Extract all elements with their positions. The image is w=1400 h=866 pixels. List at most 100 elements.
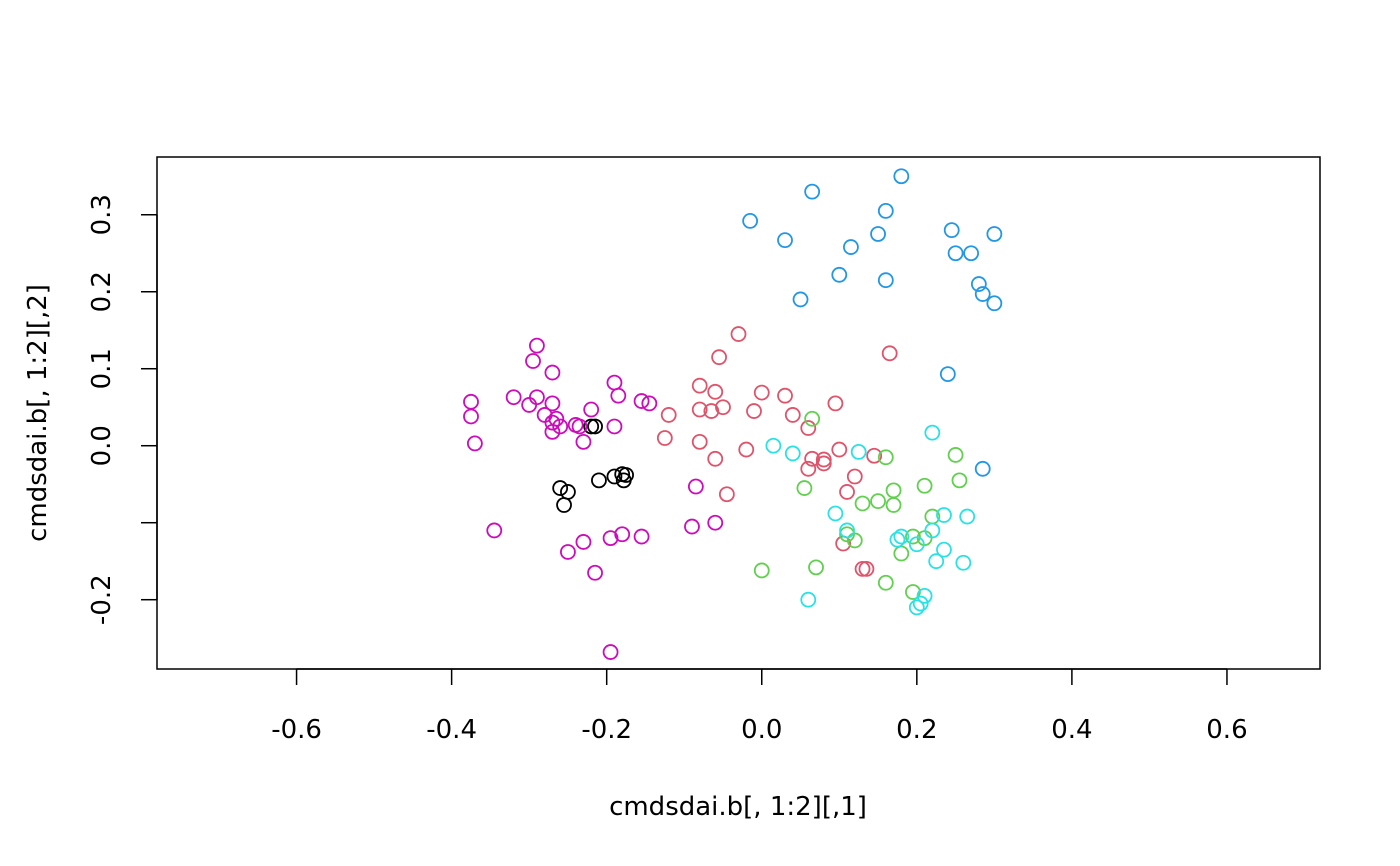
x-tick-label: -0.2 <box>581 715 632 745</box>
data-point <box>777 232 793 249</box>
data-point <box>839 522 855 539</box>
y-tick-label: 0.3 <box>87 194 117 235</box>
data-point <box>525 353 541 369</box>
data-point <box>959 508 976 525</box>
data-point <box>936 541 952 558</box>
data-point <box>707 450 724 467</box>
data-point <box>804 410 821 427</box>
point-group-6 <box>463 337 724 660</box>
data-point <box>556 497 572 513</box>
data-point <box>881 345 898 362</box>
data-point <box>893 545 910 562</box>
data-point <box>800 460 817 477</box>
data-point <box>893 168 910 185</box>
data-point <box>800 591 817 608</box>
x-tick-label: 0.6 <box>1206 715 1247 745</box>
data-point <box>986 226 1003 242</box>
data-point <box>955 554 972 571</box>
data-point <box>544 395 561 412</box>
point-group-3 <box>753 410 968 600</box>
data-point <box>947 447 964 463</box>
data-point <box>792 291 809 308</box>
data-point <box>905 584 921 600</box>
data-point <box>854 495 871 512</box>
data-point <box>633 393 650 409</box>
data-point <box>552 480 569 496</box>
data-point <box>951 472 968 489</box>
y-axis: -0.2 0.0 0.1 0.2 0.3 <box>87 194 158 625</box>
data-point <box>908 599 925 616</box>
data-point <box>916 477 933 494</box>
data-point <box>877 202 894 219</box>
data-point <box>815 451 832 468</box>
plot-frame <box>156 156 1321 670</box>
data-point <box>986 295 1003 312</box>
data-point <box>606 418 623 435</box>
data-point <box>707 514 724 531</box>
data-point <box>718 486 735 503</box>
data-point <box>742 213 759 229</box>
data-point <box>765 437 782 454</box>
data-point <box>947 245 964 262</box>
y-tick-label: -0.2 <box>87 574 117 625</box>
data-point <box>912 595 929 612</box>
data-point <box>843 239 859 255</box>
data-point <box>908 536 925 553</box>
data-point <box>691 433 708 450</box>
y-tick-label: 0.0 <box>87 425 117 466</box>
x-tick-label: -0.4 <box>426 715 477 745</box>
data-point <box>466 435 483 452</box>
x-axis-title: cmdsdai.b[, 1:2][,1] <box>609 792 867 822</box>
data-point <box>796 480 813 496</box>
data-point <box>777 387 793 404</box>
data-point <box>877 449 894 466</box>
data-point <box>815 455 832 472</box>
data-point <box>715 399 731 416</box>
data-point <box>893 528 910 545</box>
data-point <box>963 245 979 262</box>
data-points <box>463 168 1003 660</box>
data-point <box>866 447 883 464</box>
data-point <box>854 561 871 577</box>
data-point <box>529 337 545 354</box>
data-point <box>684 518 700 535</box>
data-point <box>850 443 867 460</box>
y-tick-label: 0.1 <box>87 348 117 389</box>
data-point <box>870 226 886 242</box>
data-point <box>610 387 627 404</box>
data-point <box>575 433 592 450</box>
data-point <box>827 505 844 522</box>
data-point <box>974 286 991 302</box>
data-point <box>970 276 987 292</box>
data-point <box>552 418 569 435</box>
data-point <box>660 407 677 423</box>
x-tick-label: 0.2 <box>896 715 937 745</box>
y-tick-label: 0.2 <box>87 271 117 312</box>
data-point <box>544 364 561 381</box>
data-point <box>606 468 623 485</box>
x-tick-label: -0.6 <box>271 715 322 745</box>
data-point <box>889 531 906 548</box>
data-point <box>885 482 902 499</box>
data-point <box>463 408 479 425</box>
data-point <box>939 366 956 383</box>
data-point <box>846 532 863 549</box>
point-group-4 <box>742 168 1003 477</box>
data-point <box>575 534 592 550</box>
data-point <box>943 222 960 239</box>
data-point <box>831 441 848 458</box>
data-point <box>529 389 545 406</box>
data-point <box>870 493 886 510</box>
data-point <box>583 401 600 418</box>
x-axis: -0.6 -0.4 -0.2 0.0 0.2 0.4 0.6 <box>271 668 1248 745</box>
point-group-5 <box>765 424 976 616</box>
data-point <box>614 526 631 543</box>
data-point <box>800 420 817 436</box>
data-point <box>656 430 673 446</box>
data-point <box>711 349 728 366</box>
data-point <box>924 522 941 539</box>
data-point <box>831 266 848 283</box>
data-point <box>936 507 952 523</box>
data-point <box>839 484 855 500</box>
